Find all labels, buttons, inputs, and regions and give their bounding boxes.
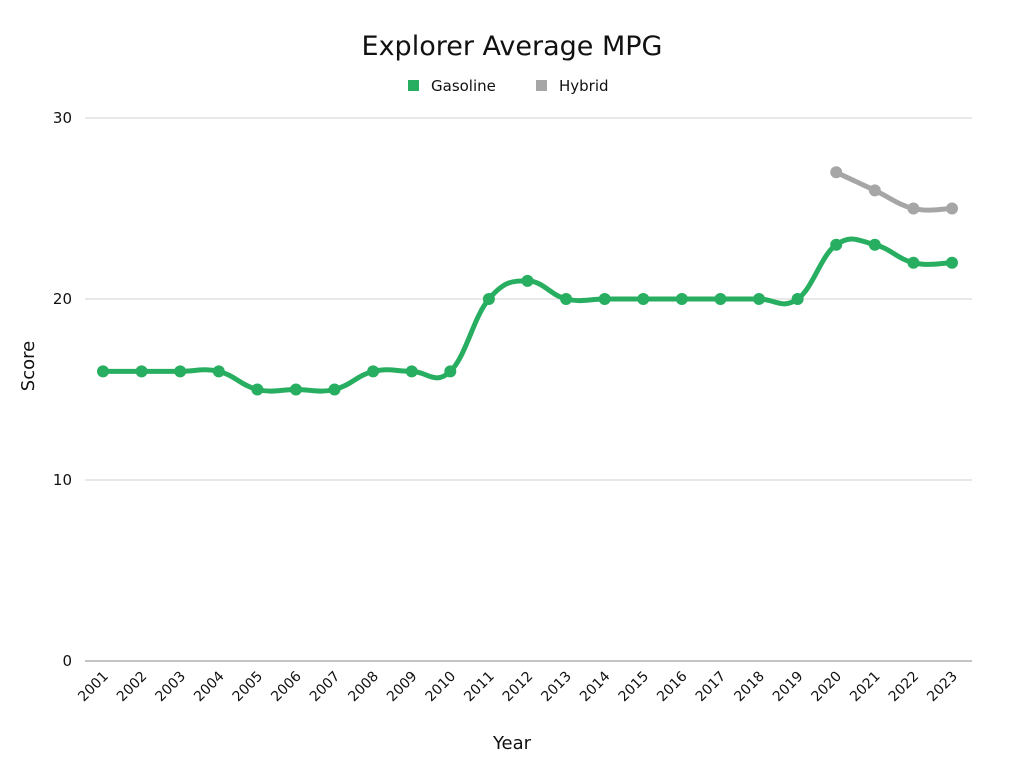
x-tick-label: 2013 bbox=[538, 669, 575, 706]
x-tick-label: 2004 bbox=[191, 668, 228, 705]
y-axis-label: Score bbox=[18, 341, 39, 391]
x-tick-label: 2003 bbox=[152, 669, 189, 706]
data-point bbox=[830, 166, 843, 179]
data-point bbox=[482, 293, 495, 305]
data-point bbox=[97, 365, 109, 378]
series-line-hybrid bbox=[833, 169, 955, 213]
data-point bbox=[405, 365, 418, 378]
chart-title: Explorer Average MPG bbox=[362, 31, 663, 62]
x-tick-label: 2016 bbox=[654, 668, 691, 705]
data-point bbox=[174, 365, 187, 378]
legend: Gasoline Hybrid bbox=[408, 77, 609, 95]
y-tick-label: 0 bbox=[62, 652, 72, 670]
data-point bbox=[714, 293, 727, 305]
data-point bbox=[753, 293, 766, 305]
y-tick-label: 30 bbox=[53, 109, 72, 127]
x-tick-label: 2021 bbox=[847, 669, 884, 706]
data-point bbox=[791, 293, 804, 305]
x-axis-ticks: 2001 2002 2003 2004 2005 2006 2007 2008 2009 2010… bbox=[75, 668, 961, 705]
data-point bbox=[907, 256, 920, 269]
gridlines bbox=[85, 117, 972, 662]
data-point bbox=[598, 293, 611, 305]
x-tick-label: 2002 bbox=[114, 669, 151, 706]
data-point bbox=[675, 293, 688, 305]
x-tick-label: 2010 bbox=[423, 669, 460, 706]
y-axis-ticks: 0 10 20 30 bbox=[53, 109, 72, 670]
y-tick-label: 20 bbox=[53, 290, 72, 308]
legend-label: Gasoline bbox=[431, 77, 496, 95]
data-point bbox=[521, 274, 534, 287]
x-tick-label: 2012 bbox=[500, 669, 537, 706]
x-tick-label: 2011 bbox=[461, 669, 498, 706]
x-tick-label: 2019 bbox=[770, 669, 807, 706]
x-tick-label: 2009 bbox=[384, 669, 421, 706]
legend-swatch bbox=[536, 80, 547, 91]
x-tick-label: 2018 bbox=[731, 669, 768, 706]
x-tick-label: 2014 bbox=[577, 668, 614, 705]
data-point bbox=[868, 184, 881, 197]
x-tick-label: 2007 bbox=[307, 669, 344, 706]
data-point bbox=[135, 365, 148, 378]
data-point bbox=[637, 293, 650, 305]
data-point bbox=[907, 202, 920, 215]
data-point bbox=[289, 383, 302, 396]
x-tick-label: 2015 bbox=[616, 669, 653, 706]
x-tick-label: 2001 bbox=[75, 669, 112, 706]
x-tick-label: 2008 bbox=[345, 669, 382, 706]
x-tick-label: 2005 bbox=[230, 669, 267, 706]
x-tick-label: 2020 bbox=[809, 669, 846, 706]
x-tick-label: 2017 bbox=[693, 669, 730, 706]
data-point bbox=[212, 365, 225, 378]
y-tick-label: 10 bbox=[53, 471, 72, 489]
legend-label: Hybrid bbox=[559, 77, 609, 95]
data-point bbox=[868, 238, 881, 251]
legend-swatch bbox=[408, 80, 419, 91]
data-point bbox=[367, 365, 380, 378]
data-point bbox=[946, 256, 958, 269]
data-point bbox=[830, 238, 843, 251]
series-line-gasoline bbox=[100, 236, 955, 394]
x-tick-label: 2022 bbox=[886, 669, 923, 706]
data-point bbox=[328, 383, 341, 396]
data-point bbox=[444, 365, 457, 378]
x-tick-label: 2006 bbox=[268, 668, 305, 705]
x-tick-label: 2023 bbox=[924, 669, 961, 706]
data-point bbox=[560, 293, 573, 305]
x-axis-label: Year bbox=[492, 733, 532, 754]
data-point bbox=[251, 383, 264, 396]
data-point bbox=[946, 202, 958, 215]
series-group bbox=[97, 166, 958, 396]
